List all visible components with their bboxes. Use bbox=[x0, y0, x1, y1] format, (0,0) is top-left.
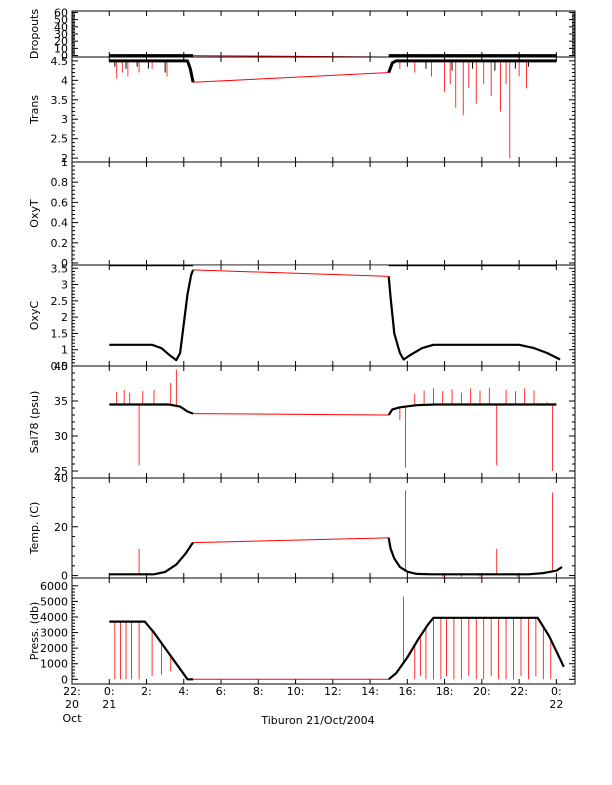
series-line-temperature bbox=[387, 537, 563, 576]
series-group-salinity bbox=[109, 369, 557, 471]
y-tick-label-salinity: 35 bbox=[54, 395, 68, 408]
series-line-salinity bbox=[387, 403, 557, 416]
series-interpolated-trans bbox=[193, 72, 389, 83]
y-tick-label-pressure: 0 bbox=[61, 673, 68, 686]
y-tick-label-pressure: 4000 bbox=[40, 611, 68, 624]
y-tick-label-oxyc: 2 bbox=[61, 311, 68, 324]
series-line-oxyc bbox=[109, 269, 195, 362]
series-interpolated-temperature bbox=[193, 537, 389, 544]
x-tick-label: 4: bbox=[178, 685, 189, 698]
y-tick-label-oxyc: 1 bbox=[61, 344, 68, 357]
y-tick-label-pressure: 1000 bbox=[40, 658, 68, 671]
y-tick-label-oxyt: 0.8 bbox=[51, 176, 69, 189]
x-tick-label: 22: bbox=[63, 685, 81, 698]
y-axis-title-pressure: Press. (db) bbox=[28, 602, 41, 661]
y-tick-label-oxyt: 0.6 bbox=[51, 196, 69, 209]
y-tick-label-dropouts: 50 bbox=[54, 14, 68, 27]
x-tick-label-date: 22 bbox=[549, 698, 563, 711]
y-axis-title-oxyc: OxyC bbox=[28, 301, 41, 331]
series-group-trans bbox=[109, 59, 557, 159]
y-tick-label-trans: 2.5 bbox=[51, 133, 69, 146]
y-axis-title-oxyt: OxyT bbox=[28, 199, 41, 228]
y-tick-label-oxyc: 3.5 bbox=[51, 262, 69, 275]
panel-frame-oxyc bbox=[71, 264, 576, 367]
series-group-pressure bbox=[109, 596, 565, 681]
y-tick-label-pressure: 3000 bbox=[40, 627, 68, 640]
y-axis-title-salinity: Sal78 (psu) bbox=[28, 391, 41, 454]
x-tick-label-date: 21 bbox=[102, 698, 116, 711]
series-line-oxyc bbox=[387, 276, 561, 361]
y-tick-label-temperature: 40 bbox=[54, 472, 68, 485]
x-tick-label: 0: bbox=[104, 685, 115, 698]
y-tick-label-dropouts: 60 bbox=[54, 6, 68, 19]
y-tick-label-trans: 3 bbox=[61, 113, 68, 126]
x-tick-label: 22: bbox=[510, 685, 528, 698]
y-tick-label-salinity: 30 bbox=[54, 430, 68, 443]
y-tick-label-oxyc: 0.5 bbox=[51, 360, 69, 373]
y-tick-label-trans: 3.5 bbox=[51, 94, 69, 107]
series-group-oxyc bbox=[109, 265, 561, 362]
x-tick-label: 18: bbox=[436, 685, 454, 698]
y-tick-label-oxyc: 1.5 bbox=[51, 327, 69, 340]
panel-frame-oxyt bbox=[71, 161, 576, 266]
panel-frame-salinity bbox=[71, 365, 576, 479]
x-tick-label: 8: bbox=[253, 685, 264, 698]
y-tick-label-trans: 4 bbox=[61, 74, 68, 87]
series-line-trans bbox=[387, 59, 557, 74]
y-tick-label-oxyt: 0.2 bbox=[51, 237, 69, 250]
chart-caption: Tiburon 21/Oct/2004 bbox=[260, 714, 374, 727]
y-tick-label-dropouts: 40 bbox=[54, 21, 68, 34]
series-line-salinity bbox=[109, 403, 194, 415]
panel-frame-pressure bbox=[71, 577, 576, 685]
x-tick-label: 6: bbox=[216, 685, 227, 698]
y-tick-label-trans: 2 bbox=[61, 152, 68, 165]
y-tick-label-temperature: 0 bbox=[61, 570, 68, 583]
y-tick-label-oxyc: 3 bbox=[61, 279, 68, 292]
x-tick-label: 14: bbox=[361, 685, 379, 698]
y-tick-label-temperature: 20 bbox=[54, 521, 68, 534]
y-tick-label-salinity: 40 bbox=[54, 360, 68, 373]
y-tick-label-trans: 4.5 bbox=[51, 55, 69, 68]
series-interpolated-salinity bbox=[193, 413, 389, 416]
y-tick-label-pressure: 5000 bbox=[40, 595, 68, 608]
y-axis-title-dropouts: Dropouts bbox=[28, 9, 41, 59]
x-tick-label: 12: bbox=[324, 685, 342, 698]
x-tick-label-month: Oct bbox=[62, 712, 82, 725]
x-tick-label: 0: bbox=[551, 685, 562, 698]
x-tick-label: 20: bbox=[473, 685, 491, 698]
y-tick-label-dropouts: 10 bbox=[54, 42, 68, 55]
series-line-temperature bbox=[109, 541, 194, 576]
series-line-pressure bbox=[109, 620, 194, 681]
x-tick-label: 2: bbox=[141, 685, 152, 698]
y-tick-label-pressure: 6000 bbox=[40, 580, 68, 593]
y-tick-label-oxyt: 1 bbox=[61, 156, 68, 169]
y-tick-label-dropouts: 0 bbox=[61, 50, 68, 63]
panel-frame-trans bbox=[71, 56, 576, 163]
y-axis-title-trans: Trans bbox=[28, 95, 41, 125]
y-tick-label-dropouts: 20 bbox=[54, 35, 68, 48]
y-tick-label-salinity: 25 bbox=[54, 465, 68, 478]
y-tick-label-oxyc: 2.5 bbox=[51, 295, 69, 308]
series-line-pressure bbox=[387, 616, 565, 681]
series-group-temperature bbox=[109, 490, 563, 577]
x-tick-label-date: 20 bbox=[65, 698, 79, 711]
panel-frame-temperature bbox=[71, 477, 576, 579]
x-tick-label: 10: bbox=[287, 685, 305, 698]
x-tick-label: 16: bbox=[398, 685, 416, 698]
y-axis-title-temperature: Temp. (C) bbox=[28, 502, 41, 556]
y-tick-label-oxyt: 0.4 bbox=[51, 217, 69, 230]
y-tick-label-pressure: 2000 bbox=[40, 642, 68, 655]
panel-frame-dropouts bbox=[71, 10, 576, 58]
y-tick-label-dropouts: 30 bbox=[54, 28, 68, 41]
series-line-trans bbox=[109, 59, 195, 83]
y-tick-label-oxyt: 0 bbox=[61, 257, 68, 270]
series-interpolated-oxyc bbox=[193, 269, 389, 277]
